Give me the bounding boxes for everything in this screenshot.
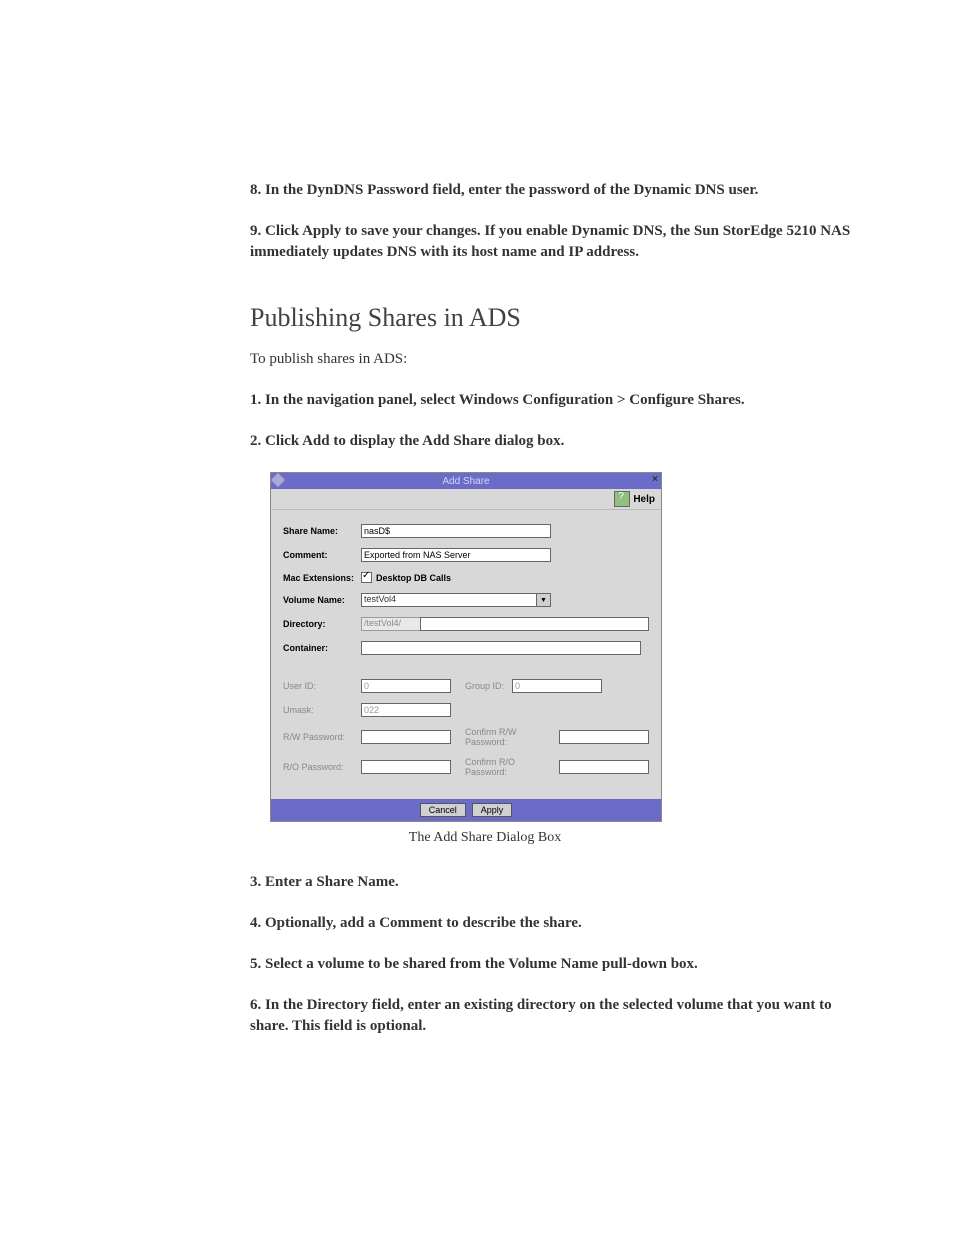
- intro-text: To publish shares in ADS:: [250, 351, 854, 368]
- directory-input[interactable]: [420, 617, 649, 631]
- group-id-label: Group ID:: [465, 681, 504, 691]
- share-name-row: Share Name:: [283, 524, 649, 538]
- step-number: 9.: [250, 223, 261, 239]
- volume-name-label: Volume Name:: [283, 595, 361, 605]
- umask-row: Umask:: [283, 703, 649, 717]
- step-9: 9. Click Apply to save your changes. If …: [250, 221, 854, 263]
- group-id-input[interactable]: [512, 679, 602, 693]
- step-text: Select a volume to be shared from the Vo…: [265, 956, 698, 972]
- step-text: Enter a Share Name.: [265, 874, 399, 890]
- step-2: 2. Click Add to display the Add Share di…: [250, 431, 854, 452]
- ro-password-input[interactable]: [361, 760, 451, 774]
- step-number: 6.: [250, 997, 261, 1013]
- step-number: 5.: [250, 956, 261, 972]
- user-id-label: User ID:: [283, 681, 361, 691]
- dialog-title: Add Share: [442, 476, 489, 487]
- desktop-db-checkbox-wrap[interactable]: Desktop DB Calls: [361, 572, 451, 583]
- desktop-db-checkbox[interactable]: [361, 572, 372, 583]
- step-text: In the Directory field, enter an existin…: [250, 997, 832, 1034]
- step-text: In the navigation panel, select Windows …: [265, 392, 745, 408]
- directory-row: Directory: /testVol4/: [283, 617, 649, 631]
- step-number: 8.: [250, 182, 261, 198]
- close-icon[interactable]: ×: [652, 474, 658, 485]
- section-heading: Publishing Shares in ADS: [250, 303, 854, 333]
- step-text: In the DynDNS Password field, enter the …: [265, 182, 758, 198]
- rw-password-input[interactable]: [361, 730, 451, 744]
- figure-caption: The Add Share Dialog Box: [290, 830, 680, 846]
- step-text: Click Add to display the Add Share dialo…: [265, 433, 564, 449]
- share-name-label: Share Name:: [283, 526, 361, 536]
- step-8: 8. In the DynDNS Password field, enter t…: [250, 180, 854, 201]
- umask-label: Umask:: [283, 705, 361, 715]
- step-number: 2.: [250, 433, 261, 449]
- volume-name-row: Volume Name: testVol4: [283, 593, 649, 607]
- confirm-rw-label: Confirm R/W Password:: [465, 727, 551, 747]
- directory-prefix: /testVol4/: [361, 617, 421, 631]
- rw-password-label: R/W Password:: [283, 732, 361, 742]
- umask-input[interactable]: [361, 703, 451, 717]
- ro-password-row: R/O Password: Confirm R/O Password:: [283, 757, 649, 777]
- dialog-toolbar: Help: [271, 489, 661, 510]
- user-id-input[interactable]: [361, 679, 451, 693]
- step-text: Click Apply to save your changes. If you…: [250, 223, 850, 260]
- step-5: 5. Select a volume to be shared from the…: [250, 954, 854, 975]
- step-6: 6. In the Directory field, enter an exis…: [250, 995, 854, 1037]
- mac-ext-row: Mac Extensions: Desktop DB Calls: [283, 572, 649, 583]
- spacer: [283, 665, 649, 679]
- confirm-ro-label: Confirm R/O Password:: [465, 757, 551, 777]
- step-3: 3. Enter a Share Name.: [250, 872, 854, 893]
- help-label[interactable]: Help: [633, 494, 655, 505]
- dialog-footer: Cancel Apply: [271, 799, 661, 821]
- step-number: 3.: [250, 874, 261, 890]
- dialog-figure: Add Share × Help Share Name: Comment: Ma…: [270, 472, 854, 846]
- help-icon[interactable]: [614, 491, 630, 507]
- step-4: 4. Optionally, add a Comment to describe…: [250, 913, 854, 934]
- comment-input[interactable]: [361, 548, 551, 562]
- container-row: Container:: [283, 641, 649, 655]
- dialog-titlebar: Add Share ×: [271, 473, 661, 489]
- confirm-ro-input[interactable]: [559, 760, 649, 774]
- dialog-body: Share Name: Comment: Mac Extensions: Des…: [271, 510, 661, 799]
- step-text: Optionally, add a Comment to describe th…: [265, 915, 582, 931]
- apply-button[interactable]: Apply: [472, 803, 513, 817]
- document-page: 8. In the DynDNS Password field, enter t…: [0, 0, 954, 1117]
- ro-password-label: R/O Password:: [283, 762, 361, 772]
- step-1: 1. In the navigation panel, select Windo…: [250, 390, 854, 411]
- container-label: Container:: [283, 643, 361, 653]
- volume-name-value: testVol4: [361, 593, 537, 607]
- comment-row: Comment:: [283, 548, 649, 562]
- chevron-down-icon[interactable]: [537, 593, 551, 607]
- user-group-row: User ID: Group ID:: [283, 679, 649, 693]
- comment-label: Comment:: [283, 550, 361, 560]
- confirm-rw-input[interactable]: [559, 730, 649, 744]
- share-name-input[interactable]: [361, 524, 551, 538]
- desktop-db-label: Desktop DB Calls: [376, 573, 451, 583]
- step-number: 1.: [250, 392, 261, 408]
- rw-password-row: R/W Password: Confirm R/W Password:: [283, 727, 649, 747]
- directory-label: Directory:: [283, 619, 361, 629]
- cancel-button[interactable]: Cancel: [420, 803, 466, 817]
- add-share-dialog: Add Share × Help Share Name: Comment: Ma…: [270, 472, 662, 822]
- mac-ext-label: Mac Extensions:: [283, 573, 361, 583]
- step-number: 4.: [250, 915, 261, 931]
- volume-name-select[interactable]: testVol4: [361, 593, 551, 607]
- titlebar-icon: [271, 473, 285, 487]
- container-input[interactable]: [361, 641, 641, 655]
